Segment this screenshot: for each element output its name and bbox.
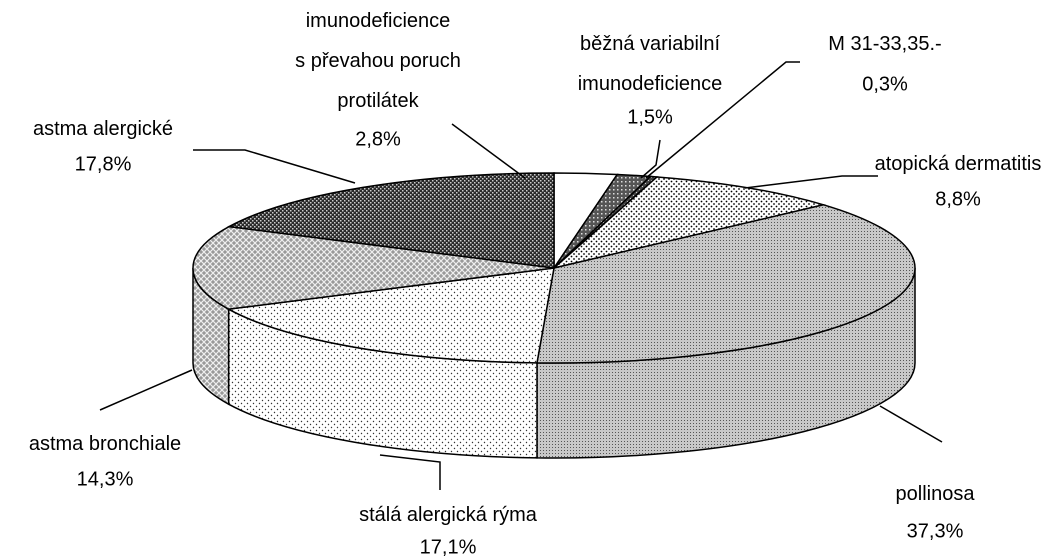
labels: imunodeficience s převahou poruch protilát… [29,10,1042,558]
slice [536,204,916,364]
value-label: 37,3% [907,520,964,542]
value-label: 1,5% [627,106,673,128]
slice-label: imunodeficience s převahou poruch protilát… [295,10,461,112]
leader-line [99,369,193,411]
slice-label: atopická dermatitis [875,153,1042,175]
value-label: 17,1% [420,536,477,558]
value-label: 8,8% [935,188,981,210]
slice-label: stálá alergická rýma [359,504,538,526]
slice [192,225,555,310]
leader-line [451,123,526,179]
leader-line [379,454,441,490]
value-label: 14,3% [77,468,134,490]
leader-line [879,405,943,443]
slice-label: M 31-33,35.- [828,33,941,55]
slice-label: běžná variabilní imunodeficience [578,33,723,95]
leader-line [645,61,800,179]
value-label: 0,3% [862,73,908,95]
slice-label: pollinosa [896,483,976,505]
pie-tops [192,172,916,364]
leader-line [744,175,878,189]
leader-line [640,139,661,179]
value-label: 17,8% [75,153,132,175]
slice [226,267,555,364]
leader-line [193,149,356,184]
slice-label: astma alergické [33,118,173,140]
value-label: 2,8% [355,128,401,150]
slice-label: astma bronchiale [29,433,181,455]
pie-sides [192,267,916,459]
slice [226,172,555,269]
